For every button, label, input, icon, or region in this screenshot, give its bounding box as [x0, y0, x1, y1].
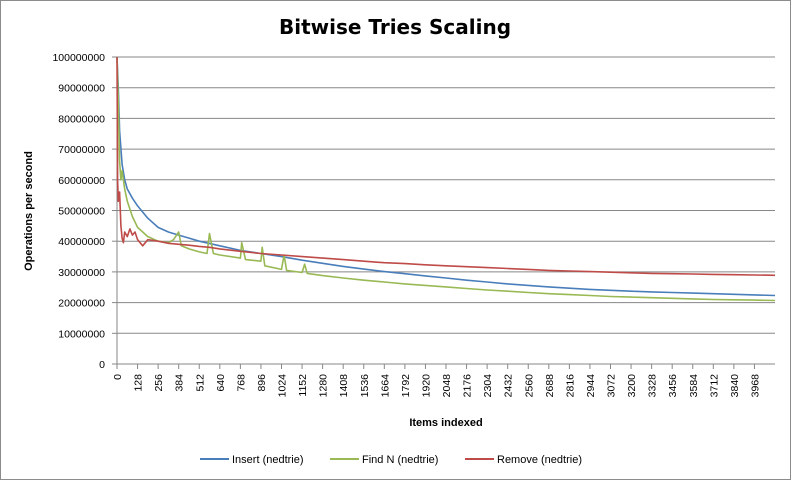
x-tick-label: 3840 [729, 374, 741, 398]
x-axis-title: Items indexed [409, 417, 482, 429]
legend: Insert (nedtrie) Find N (nedtrie) Remove (… [200, 454, 582, 466]
legend-label-1: Find N (nedtrie) [362, 454, 438, 466]
x-tick-label: 128 [133, 374, 145, 392]
x-tick-label: 1280 [318, 374, 330, 398]
y-tick-label: 40000000 [58, 236, 105, 248]
y-axis-title: Operations per second [23, 151, 35, 271]
x-tick-label: 2304 [482, 374, 494, 398]
x-tick-label: 384 [174, 374, 186, 392]
legend-label-0: Insert (nedtrie) [232, 454, 304, 466]
y-axis-tick-labels: 0 10000000 20000000 30000000 40000000 5000000… [52, 52, 117, 371]
y-tick-label: 30000000 [58, 267, 105, 279]
x-tick-label: 2560 [523, 374, 535, 398]
chart-title: Bitwise Tries Scaling [279, 15, 511, 39]
x-tick-label: 2432 [503, 374, 515, 398]
gridlines [117, 56, 775, 334]
y-tick-label: 20000000 [58, 298, 105, 310]
x-tick-label: 1664 [379, 374, 391, 398]
x-tick-label: 2688 [544, 374, 556, 398]
series-line-1 [116, 56, 776, 302]
y-tick-label: 70000000 [58, 144, 105, 156]
y-tick-label: 10000000 [58, 328, 105, 340]
x-tick-label: 512 [194, 374, 206, 392]
x-tick-label: 1408 [338, 374, 350, 398]
x-tick-label: 3968 [749, 374, 761, 398]
x-tick-label: 2816 [564, 374, 576, 398]
y-tick-label: 0 [99, 359, 105, 371]
y-tick-label: 80000000 [58, 113, 105, 125]
x-tick-label: 1792 [400, 374, 412, 398]
x-tick-label: 896 [256, 374, 268, 392]
x-tick-label: 1152 [297, 374, 309, 397]
x-tick-label: 3328 [647, 374, 659, 398]
x-tick-label: 2176 [462, 374, 474, 398]
x-axis-tick-labels: 0 128 256 384 512 640 768 896 1024 1152 1280 1408 15… [112, 364, 761, 397]
x-tick-label: 2944 [585, 374, 597, 398]
x-tick-label: 768 [235, 374, 247, 392]
x-tick-label: 3200 [626, 374, 638, 398]
x-tick-label: 640 [215, 374, 227, 392]
y-tick-label: 100000000 [52, 52, 105, 64]
y-tick-label: 90000000 [58, 83, 105, 95]
x-tick-label: 256 [153, 374, 165, 392]
x-tick-label: 1536 [359, 374, 371, 398]
series-lines [116, 56, 776, 302]
x-tick-label: 3712 [708, 374, 720, 398]
series-line-0 [116, 56, 776, 297]
x-tick-label: 3072 [606, 374, 618, 398]
x-tick-label: 1024 [277, 374, 289, 398]
y-tick-label: 50000000 [58, 206, 105, 218]
x-tick-label: 3584 [688, 374, 700, 398]
x-tick-label: 2048 [441, 374, 453, 398]
x-tick-label: 1920 [420, 374, 432, 398]
legend-label-2: Remove (nedtrie) [497, 454, 582, 466]
y-tick-label: 60000000 [58, 175, 105, 187]
series-line-2 [116, 56, 776, 277]
x-tick-label: 0 [112, 374, 124, 380]
x-tick-label: 3456 [667, 374, 679, 398]
